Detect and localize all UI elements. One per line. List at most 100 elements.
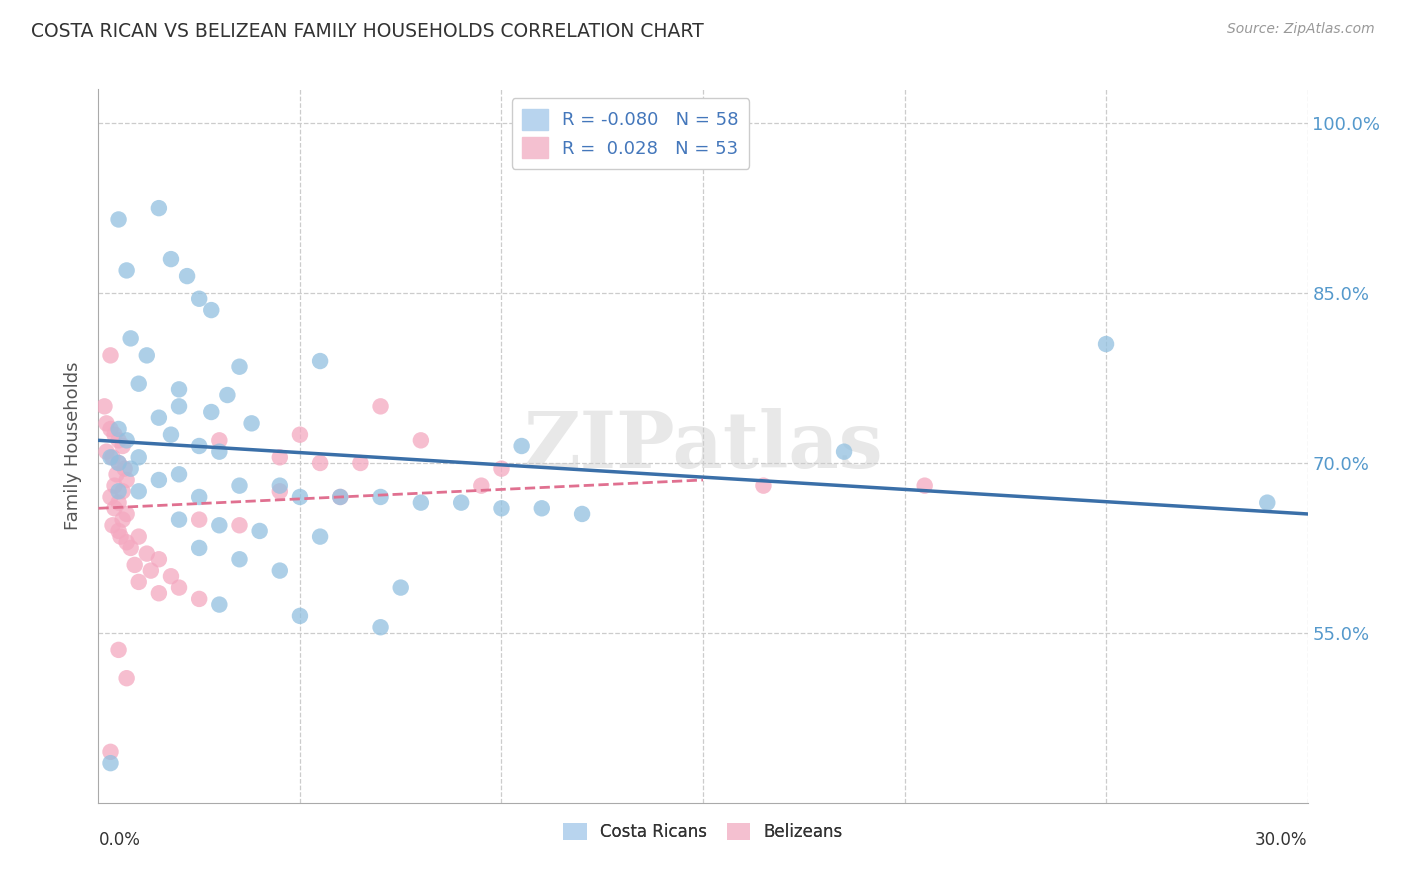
Point (107, 434, 129, 448)
Point (309, 354, 332, 368)
Point (370, 620, 392, 634)
Point (96, 417, 118, 431)
Point (176, 269, 198, 284)
Point (208, 598, 231, 612)
Point (389, 581, 412, 595)
Point (115, 507, 138, 521)
Point (914, 478, 936, 492)
Point (148, 410, 170, 425)
Point (510, 439, 533, 453)
Point (148, 552, 170, 566)
Point (167, 467, 190, 482)
Point (288, 490, 311, 504)
Point (208, 518, 231, 533)
Point (167, 400, 190, 414)
Text: 0.0%: 0.0% (98, 831, 141, 849)
Point (228, 359, 250, 374)
Point (450, 495, 472, 509)
Point (470, 478, 492, 492)
Point (491, 501, 513, 516)
Point (160, 569, 183, 583)
Point (1256, 495, 1278, 509)
Point (160, 427, 183, 442)
Point (188, 541, 211, 555)
Point (571, 507, 593, 521)
Point (228, 518, 250, 533)
Point (128, 376, 150, 391)
Point (530, 501, 553, 516)
Point (115, 263, 138, 277)
Point (100, 490, 122, 504)
Point (1095, 337, 1118, 351)
Point (240, 417, 263, 431)
Point (139, 564, 162, 578)
Point (309, 456, 332, 470)
Point (103, 501, 125, 516)
Point (208, 444, 231, 458)
Point (100, 450, 122, 465)
Point (167, 581, 190, 595)
Point (120, 461, 142, 475)
Point (148, 201, 170, 215)
Text: COSTA RICAN VS BELIZEAN FAMILY HOUSEHOLDS CORRELATION CHART: COSTA RICAN VS BELIZEAN FAMILY HOUSEHOLD… (31, 22, 703, 41)
Text: Source: ZipAtlas.com: Source: ZipAtlas.com (1227, 22, 1375, 37)
Point (370, 400, 392, 414)
Point (107, 643, 129, 657)
Point (188, 490, 211, 504)
Point (370, 490, 392, 504)
Point (269, 450, 291, 465)
Point (228, 552, 250, 566)
Point (249, 524, 271, 538)
Point (101, 518, 124, 533)
Point (120, 541, 142, 555)
Point (309, 530, 332, 544)
Point (329, 490, 352, 504)
Point (288, 608, 311, 623)
Point (269, 478, 291, 492)
Point (167, 513, 190, 527)
Text: 30.0%: 30.0% (1256, 831, 1308, 849)
Point (107, 495, 129, 509)
Point (100, 348, 122, 362)
Point (188, 513, 211, 527)
Point (752, 478, 775, 492)
Point (107, 456, 129, 470)
Point (409, 434, 432, 448)
Point (111, 513, 134, 527)
Point (128, 530, 150, 544)
Point (128, 484, 150, 499)
Point (115, 434, 138, 448)
Point (100, 745, 122, 759)
Point (128, 574, 150, 589)
Point (103, 427, 125, 442)
Point (96, 444, 118, 458)
Point (135, 348, 157, 362)
Point (188, 292, 211, 306)
Y-axis label: Family Households: Family Households (65, 362, 83, 530)
Point (115, 535, 138, 549)
Point (167, 383, 190, 397)
Point (93, 400, 115, 414)
Point (148, 473, 170, 487)
Point (832, 444, 855, 458)
Point (269, 484, 291, 499)
Point (288, 427, 311, 442)
Point (103, 478, 125, 492)
Point (200, 405, 222, 419)
Point (105, 467, 128, 482)
Point (120, 331, 142, 345)
Point (115, 473, 138, 487)
Point (100, 756, 122, 771)
Point (124, 558, 146, 572)
Point (100, 422, 122, 436)
Point (349, 456, 371, 470)
Point (107, 456, 129, 470)
Point (217, 388, 239, 402)
Point (101, 450, 124, 465)
Point (114, 461, 136, 475)
Point (107, 212, 129, 227)
Point (228, 478, 250, 492)
Point (208, 434, 231, 448)
Point (115, 671, 138, 685)
Point (160, 252, 183, 266)
